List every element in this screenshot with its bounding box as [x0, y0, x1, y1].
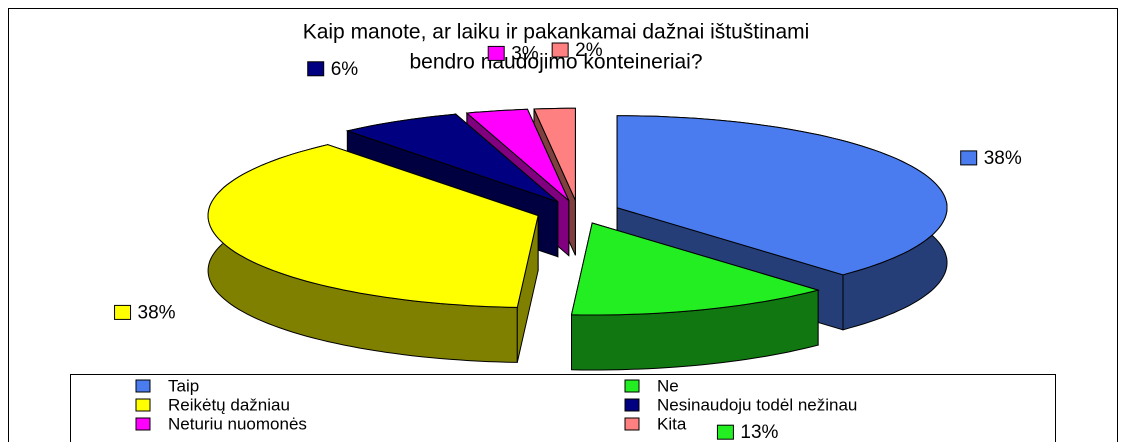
slice — [207, 144, 539, 308]
legend-swatch — [624, 417, 640, 431]
legend-swatch — [135, 417, 151, 431]
legend-label: Taip — [168, 376, 199, 395]
data-label-swatch — [716, 424, 734, 440]
legend-swatch — [135, 398, 151, 412]
data-label: 38% — [984, 148, 1022, 169]
data-label: 38% — [138, 302, 176, 323]
slice — [570, 222, 820, 316]
slice — [533, 107, 576, 201]
data-label-swatch — [960, 150, 978, 166]
chart-title: Kaip manote, ar laiku ir pakankamai dažn… — [303, 21, 810, 44]
data-label: 6% — [331, 59, 359, 80]
legend-label: Ne — [657, 376, 679, 395]
data-label-swatch — [487, 45, 505, 61]
data-label: 13% — [740, 422, 778, 442]
legend-label: Nesinaudoju todėl nežinau — [657, 395, 857, 414]
legend-swatch — [624, 398, 640, 412]
data-label: 2% — [575, 40, 603, 61]
slice — [345, 113, 559, 203]
legend-swatch — [624, 379, 640, 393]
data-label-swatch — [114, 304, 132, 320]
data-label: 3% — [511, 43, 539, 64]
data-label-swatch — [307, 61, 325, 77]
slice — [465, 108, 570, 201]
legend-box — [70, 374, 1056, 442]
slice — [616, 115, 948, 276]
chart-title: bendro naudojimo konteineriai? — [409, 51, 702, 74]
legend-label: Neturiu nuomonės — [168, 414, 307, 433]
legend-label: Kita — [657, 414, 687, 433]
legend-swatch — [135, 379, 151, 393]
legend-label: Reikėtų dažniau — [168, 395, 290, 414]
data-label-swatch — [551, 42, 569, 58]
